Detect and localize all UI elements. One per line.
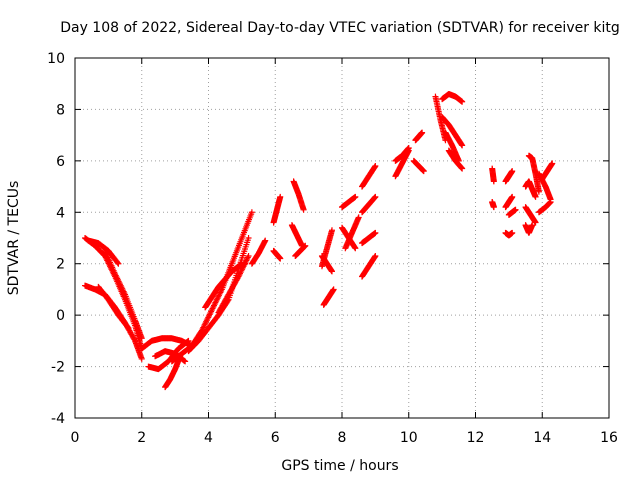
data-point (328, 268, 335, 275)
y-tick-label: 6 (56, 154, 65, 170)
data-point (125, 325, 132, 331)
y-tick-label: -2 (51, 360, 65, 376)
data-point (185, 337, 192, 344)
data-point (300, 206, 307, 213)
data-point (490, 178, 497, 185)
data-point (420, 168, 427, 175)
data-point (532, 193, 539, 200)
data-point (328, 227, 335, 234)
data-point (352, 193, 359, 200)
x-tick-label: 6 (271, 430, 280, 446)
data-point (372, 253, 379, 259)
data-point (352, 245, 359, 252)
data-point (547, 199, 554, 205)
axis-ticks: 0 2 4 6 8 10 12 14 16 -4 -2 0 2 4 6 8 10 (47, 51, 618, 446)
x-tick-label: 16 (600, 430, 618, 446)
x-tick-label: 10 (400, 430, 418, 446)
data-point (115, 260, 122, 267)
data-point (529, 222, 536, 229)
data-point (549, 160, 556, 167)
y-tick-label: 0 (56, 308, 65, 324)
y-axis-label: SDTVAR / TECUs (6, 181, 22, 296)
x-tick-label: 12 (467, 430, 485, 446)
x-tick-label: 14 (533, 430, 551, 446)
data-point (245, 235, 252, 241)
x-tick-label: 2 (137, 430, 146, 446)
data-point (114, 259, 121, 266)
data-point (182, 358, 189, 365)
data-point (138, 335, 145, 342)
data-point (138, 355, 145, 362)
data-point (330, 286, 337, 293)
data-point (509, 193, 516, 200)
data-point (245, 253, 252, 259)
data-point (302, 242, 309, 249)
data-point (262, 237, 269, 244)
data-point (372, 193, 379, 200)
data-point (459, 98, 466, 105)
data-point (490, 204, 497, 211)
data-point (405, 145, 412, 151)
x-tick-label: 8 (338, 430, 347, 446)
data-point (509, 168, 516, 175)
chart-title: Day 108 of 2022, Sidereal Day-to-day VTE… (60, 20, 620, 36)
data-point (419, 129, 426, 136)
y-tick-label: 4 (56, 205, 65, 221)
data-point (509, 229, 516, 236)
y-tick-label: 10 (47, 51, 65, 67)
y-tick-label: 2 (56, 257, 65, 273)
data-point (355, 214, 362, 221)
data-point (459, 165, 466, 172)
data-point (455, 157, 462, 164)
y-tick-label: 8 (56, 102, 65, 118)
data-point (372, 229, 379, 236)
x-axis-label: GPS time / hours (281, 458, 398, 474)
data-point (459, 142, 466, 149)
y-tick-label: -4 (51, 411, 65, 427)
data-point (372, 163, 379, 169)
grid (75, 58, 609, 418)
x-tick-label: 4 (204, 430, 213, 446)
data-point (248, 209, 255, 216)
data-point (277, 193, 284, 200)
data-point (512, 206, 519, 213)
data-point (124, 324, 131, 331)
data-point (535, 188, 542, 195)
data-points (82, 91, 556, 391)
data-point (277, 255, 284, 262)
data-point (532, 219, 539, 226)
x-tick-label: 0 (71, 430, 80, 446)
